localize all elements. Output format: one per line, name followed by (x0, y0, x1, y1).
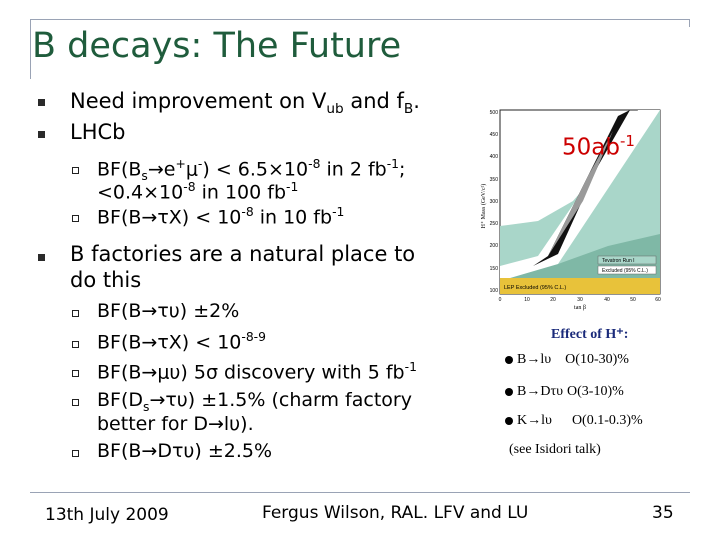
y-tick-labels: 500 450 400 350 300 250 200 150 100 (490, 110, 499, 294)
sub-bullet-bs-emu: BF(Bs→e+μ-) < 6.5×10-8 in 2 fb-1; (97, 157, 406, 184)
footer-rule (30, 492, 690, 493)
sub-bullet-bs-emu-cont: <0.4×10-8 in 100 fb-1 (97, 180, 299, 204)
effect-title: Effect of H⁺: (551, 327, 629, 342)
sub-bullet-square (72, 310, 79, 317)
lep-excluded-band (500, 278, 660, 294)
legend-box-2 (597, 265, 657, 275)
x-tick: 40 (604, 297, 610, 303)
x-tick-labels: 0 10 20 30 40 50 60 (499, 297, 661, 303)
sub-bullet-ds-taunu-cont: better for D→lυ). (97, 413, 254, 435)
x-tick: 60 (655, 297, 661, 303)
y-tick: 500 (490, 110, 499, 116)
sub-bullet-square (72, 370, 79, 377)
x-tick: 0 (499, 297, 502, 303)
right-rule-tick (689, 19, 690, 27)
page-number: 35 (652, 503, 674, 523)
y-tick: 300 (490, 199, 499, 205)
x-tick: 50 (630, 297, 636, 303)
y-axis-label: H⁺ Mass (GeV/c²) (480, 184, 487, 229)
y-tick: 200 (490, 243, 499, 249)
x-tick: 10 (524, 297, 530, 303)
bullet-b-factories: B factories are a natural place to (70, 242, 416, 266)
y-tick: 100 (490, 288, 499, 294)
bullet-square (38, 99, 45, 106)
effect-line-k-lnu: K→lυ O(0.1-0.3)% (505, 413, 643, 429)
sub-bullet-ds-taunu: BF(Ds→τυ) ±1.5% (charm factory (97, 389, 412, 414)
bullet-dot (505, 355, 513, 364)
slide-title: B decays: The Future (32, 26, 402, 66)
bullet-dot (505, 416, 513, 425)
effect-reference: (see Isidori talk) (509, 442, 601, 457)
x-tick: 30 (577, 297, 583, 303)
bullet-square (38, 254, 45, 261)
y-tick: 250 (490, 221, 499, 227)
sub-bullet-b-taunu: BF(B→τυ) ±2% (97, 300, 240, 322)
bullet-square (38, 131, 45, 138)
bullet-vub-fb: Need improvement on Vub and fB. (70, 89, 420, 118)
sub-bullet-square (72, 399, 79, 406)
footer-date: 13th July 2009 (45, 505, 169, 525)
legend-excluded: Excluded (95% C.L.) (602, 268, 648, 274)
higgs-exclusion-plot: Tevatron Run I Excluded (95% C.L.) LEP E… (478, 106, 664, 312)
legend-tevatron: Tevatron Run I (602, 258, 635, 264)
sub-bullet-square (72, 450, 79, 457)
sub-bullet-b-taux: BF(B→τX) < 10-8 in 10 fb-1 (97, 205, 345, 229)
sub-bullet-b-dtaunu: BF(B→Dτυ) ±2.5% (97, 440, 273, 462)
left-rule (30, 19, 31, 79)
sub-bullet-square (72, 215, 79, 222)
luminosity-label: 50ab-1 (562, 132, 635, 161)
bullet-dot (505, 387, 513, 396)
lep-label: LEP Excluded (95% C.L.) (504, 285, 566, 291)
sub-bullet-square (72, 341, 79, 348)
y-tick: 350 (490, 177, 499, 183)
footer-author: Fergus Wilson, RAL. LFV and LU (262, 503, 529, 523)
x-tick: 20 (550, 297, 556, 303)
y-tick: 150 (490, 266, 499, 272)
excluded-wedge-black (533, 110, 630, 266)
sub-bullet-b-taux-bf: BF(B→τX) < 10-8-9 (97, 330, 266, 354)
top-rule (30, 19, 690, 20)
bullet-b-factories-cont: do this (70, 268, 142, 292)
x-axis-label: tan β (574, 305, 586, 311)
excluded-wedge-grey (548, 131, 613, 256)
effect-line-b-lnu: B→lυ O(10-30)% (505, 352, 629, 368)
plot-graphic: Tevatron Run I Excluded (95% C.L.) LEP E… (480, 109, 661, 311)
y-tick: 450 (490, 132, 499, 138)
sub-bullet-b-munu: BF(B→μυ) 5σ discovery with 5 fb-1 (97, 360, 417, 384)
legend-box-1 (597, 255, 657, 265)
bullet-lhcb: LHCb (70, 120, 126, 144)
effect-line-b-dtaunu: B→Dτυ O(3-10)% (505, 384, 624, 400)
sub-bullet-square (72, 167, 79, 174)
y-tick: 400 (490, 154, 499, 160)
